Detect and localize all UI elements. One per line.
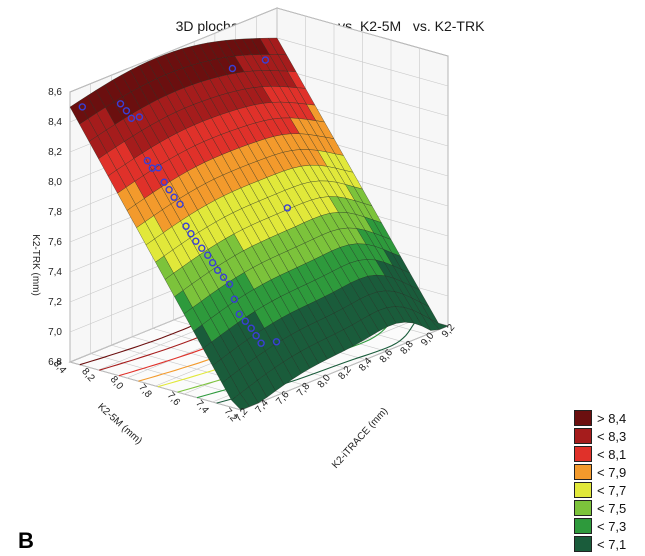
legend-item: < 8,1: [574, 445, 626, 463]
legend-swatch: [574, 410, 592, 426]
data-point: [135, 113, 144, 121]
legend-item: < 7,5: [574, 499, 626, 517]
legend-item: > 8,4: [574, 409, 626, 427]
surface-cell: [231, 393, 250, 411]
data-point: [247, 324, 255, 332]
panel-label: B: [18, 528, 34, 553]
data-point: [225, 280, 234, 288]
data-point: [127, 114, 136, 123]
data-point: [283, 204, 292, 212]
z-tick-label: 7,0: [48, 327, 62, 338]
x-axis-title: K2-iTRACE (mm): [330, 406, 390, 471]
legend-swatch: [574, 518, 592, 534]
z-tick-label: 8,4: [48, 117, 62, 128]
data-point: [187, 229, 195, 238]
z-tick-label: 8,2: [48, 147, 62, 158]
z-tick-label: 6,8: [48, 357, 62, 368]
data-point: [192, 237, 200, 245]
legend-swatch: [574, 536, 592, 552]
z-axis-title: K2-TRK (mm): [30, 234, 41, 296]
data-point: [143, 156, 152, 165]
data-points: [78, 56, 292, 347]
y-axis-title: K2-5M (mm): [95, 401, 144, 446]
legend-label: > 8,4: [597, 410, 627, 426]
data-point: [235, 310, 244, 318]
z-tick-label: 7,6: [48, 237, 62, 248]
data-point: [176, 200, 184, 208]
legend-swatch: [574, 464, 592, 480]
legend-label: < 8,3: [597, 428, 627, 444]
legend-label: < 7,7: [597, 482, 627, 498]
z-tick-label: 7,2: [48, 297, 62, 308]
legend-swatch: [574, 428, 592, 444]
legend-swatch: [574, 500, 592, 516]
data-point: [160, 178, 168, 186]
legend-label: < 7,3: [597, 518, 627, 534]
data-point: [228, 64, 237, 73]
legend-label: < 7,1: [597, 536, 627, 552]
data-point: [241, 317, 250, 325]
data-point: [230, 295, 239, 303]
data-point: [170, 193, 178, 201]
data-point: [272, 338, 281, 346]
data-point: [208, 259, 217, 267]
z-tick-label: 7,4: [48, 267, 62, 278]
data-point: [78, 103, 87, 111]
legend-swatch: [574, 446, 592, 462]
data-point: [165, 185, 173, 194]
legend-swatch: [574, 482, 592, 498]
z-tick-label: 7,8: [48, 207, 62, 218]
data-point: [213, 266, 222, 274]
legend-label: < 7,9: [597, 464, 627, 480]
legend-label: < 7,5: [597, 500, 627, 516]
data-point: [219, 273, 228, 281]
data-point: [203, 251, 212, 259]
legend-item: < 8,3: [574, 427, 626, 445]
legend-item: < 7,7: [574, 481, 626, 499]
data-point: [122, 107, 131, 115]
data-point: [252, 332, 260, 340]
surface-mesh: [69, 37, 449, 411]
legend-label: < 8,1: [597, 446, 627, 462]
legend-item: < 7,3: [574, 517, 626, 535]
data-point: [182, 222, 190, 230]
data-point: [154, 163, 163, 172]
data-point: [257, 339, 265, 347]
data-point: [198, 244, 206, 252]
legend-item: < 7,1: [574, 535, 626, 553]
z-tick-label: 8,6: [48, 87, 62, 98]
z-tick-label: 8,0: [48, 177, 62, 188]
legend-item: < 7,9: [574, 463, 626, 481]
color-legend: > 8,4 < 8,3 < 8,1 < 7,9 < 7,7 < 7,5 < 7,3 < 7,1: [574, 409, 626, 553]
data-point: [261, 56, 270, 64]
data-point: [116, 100, 125, 108]
